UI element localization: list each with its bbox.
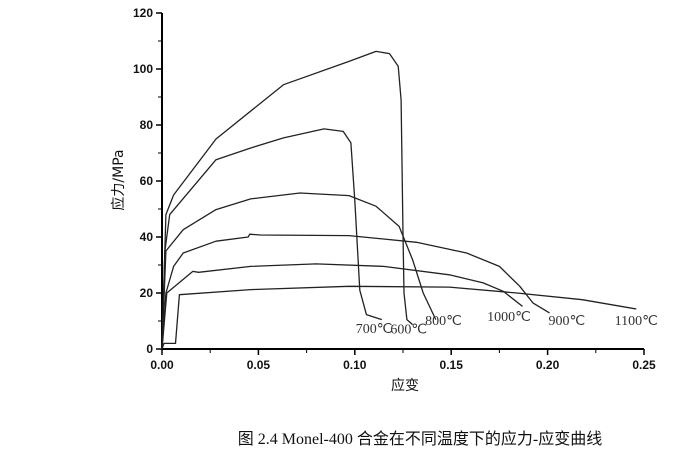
- x-tick-label: 0.05: [247, 358, 271, 372]
- figure-caption: 图 2.4 Monel-400 合金在不同温度下的应力-应变曲线: [238, 429, 602, 448]
- y-tick-label: 120: [133, 6, 153, 20]
- y-tick-label: 0: [146, 342, 153, 356]
- series-label: 700℃: [356, 322, 393, 337]
- axes: 0.00 0.05 0.10 0.15 0.20 0.25 0 20 40 60 80 100 120: [133, 6, 656, 372]
- y-tick-label: 40: [140, 230, 154, 244]
- y-tick-label: 100: [133, 62, 153, 76]
- series-label: 800℃: [425, 314, 462, 329]
- series-label: 600℃: [390, 323, 427, 338]
- x-tick-label: 0.20: [536, 358, 560, 372]
- y-tick-label: 80: [140, 118, 154, 132]
- series-lines: [161, 50, 637, 350]
- y-tick-label: 60: [140, 174, 154, 188]
- series-line-1000c: [161, 263, 523, 350]
- series-line-900c: [161, 233, 550, 350]
- y-tick-label: 20: [140, 286, 154, 300]
- x-tick-label: 0.25: [632, 358, 656, 372]
- series-label: 1000℃: [487, 310, 531, 325]
- series-line-800c: [161, 192, 437, 350]
- series-line-1100c: [161, 285, 637, 350]
- x-axis-label: 应变: [391, 377, 419, 394]
- series-label: 1100℃: [615, 314, 658, 329]
- x-tick-label: 0.10: [343, 358, 367, 372]
- y-axis-label: 应力/MPa: [110, 149, 127, 210]
- series-label: 900℃: [549, 314, 586, 329]
- series-line-600c: [161, 50, 414, 350]
- series-line-700c: [161, 128, 383, 350]
- x-tick-label: 0.15: [440, 358, 464, 372]
- x-tick-label: 0.00: [150, 358, 174, 372]
